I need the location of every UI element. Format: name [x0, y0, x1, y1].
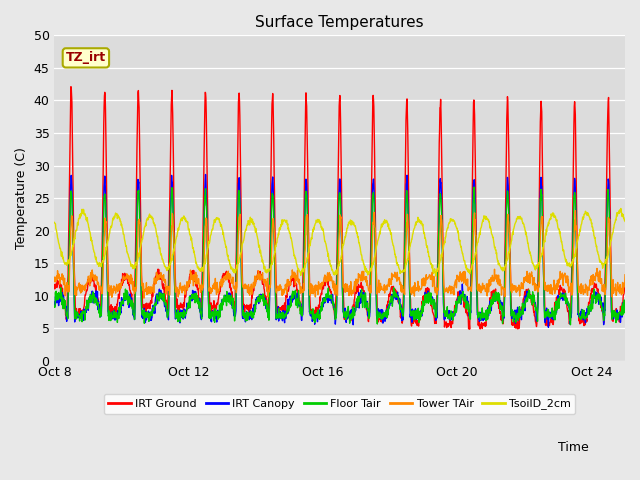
- Floor Tair: [621, 301, 629, 307]
- TsoilD_2cm: [67, 253, 74, 259]
- Floor Tair: [145, 312, 152, 317]
- Tower TAir: [140, 295, 148, 301]
- IRT Ground: [177, 302, 185, 308]
- IRT Ground: [194, 287, 202, 292]
- IRT Ground: [67, 129, 74, 135]
- Floor Tair: [67, 207, 74, 213]
- IRT Canopy: [357, 292, 365, 298]
- Floor Tair: [357, 292, 365, 298]
- Tower TAir: [572, 208, 579, 214]
- Floor Tair: [193, 294, 201, 300]
- Floor Tair: [470, 184, 478, 190]
- Legend: IRT Ground, IRT Canopy, Floor Tair, Tower TAir, TsoilD_2cm: IRT Ground, IRT Canopy, Floor Tair, Towe…: [104, 394, 575, 414]
- IRT Ground: [145, 302, 152, 308]
- Y-axis label: Temperature (C): Temperature (C): [15, 147, 28, 249]
- Floor Tair: [177, 310, 185, 316]
- IRT Canopy: [51, 300, 58, 305]
- IRT Canopy: [67, 200, 74, 205]
- Floor Tair: [566, 322, 574, 328]
- Floor Tair: [51, 303, 58, 309]
- Text: Time: Time: [558, 441, 589, 454]
- Line: Tower TAir: Tower TAir: [54, 211, 625, 298]
- IRT Ground: [67, 84, 75, 90]
- Floor Tair: [496, 298, 504, 303]
- Line: IRT Ground: IRT Ground: [54, 87, 625, 329]
- TsoilD_2cm: [193, 263, 201, 269]
- Line: TsoilD_2cm: TsoilD_2cm: [54, 208, 625, 276]
- Tower TAir: [145, 290, 152, 296]
- TsoilD_2cm: [51, 219, 58, 225]
- TsoilD_2cm: [357, 250, 365, 255]
- IRT Ground: [466, 326, 474, 332]
- IRT Ground: [357, 279, 365, 285]
- TsoilD_2cm: [617, 205, 625, 211]
- IRT Canopy: [545, 324, 552, 330]
- IRT Canopy: [621, 299, 629, 304]
- Line: IRT Canopy: IRT Canopy: [54, 175, 625, 327]
- IRT Ground: [51, 282, 58, 288]
- Tower TAir: [51, 275, 58, 281]
- TsoilD_2cm: [177, 217, 185, 223]
- Title: Surface Temperatures: Surface Temperatures: [255, 15, 424, 30]
- Tower TAir: [621, 272, 629, 277]
- Tower TAir: [177, 288, 185, 293]
- IRT Canopy: [202, 172, 209, 178]
- IRT Canopy: [145, 311, 152, 317]
- Line: Floor Tair: Floor Tair: [54, 187, 625, 325]
- TsoilD_2cm: [496, 263, 504, 268]
- IRT Canopy: [193, 295, 201, 300]
- Text: TZ_irt: TZ_irt: [66, 51, 106, 64]
- IRT Canopy: [177, 311, 185, 317]
- Tower TAir: [194, 280, 202, 286]
- Tower TAir: [357, 277, 365, 283]
- IRT Ground: [621, 286, 629, 291]
- TsoilD_2cm: [145, 216, 152, 221]
- Tower TAir: [496, 276, 504, 282]
- Tower TAir: [67, 244, 74, 250]
- IRT Ground: [496, 309, 504, 315]
- TsoilD_2cm: [621, 218, 629, 224]
- TsoilD_2cm: [432, 273, 440, 279]
- IRT Canopy: [496, 302, 504, 308]
